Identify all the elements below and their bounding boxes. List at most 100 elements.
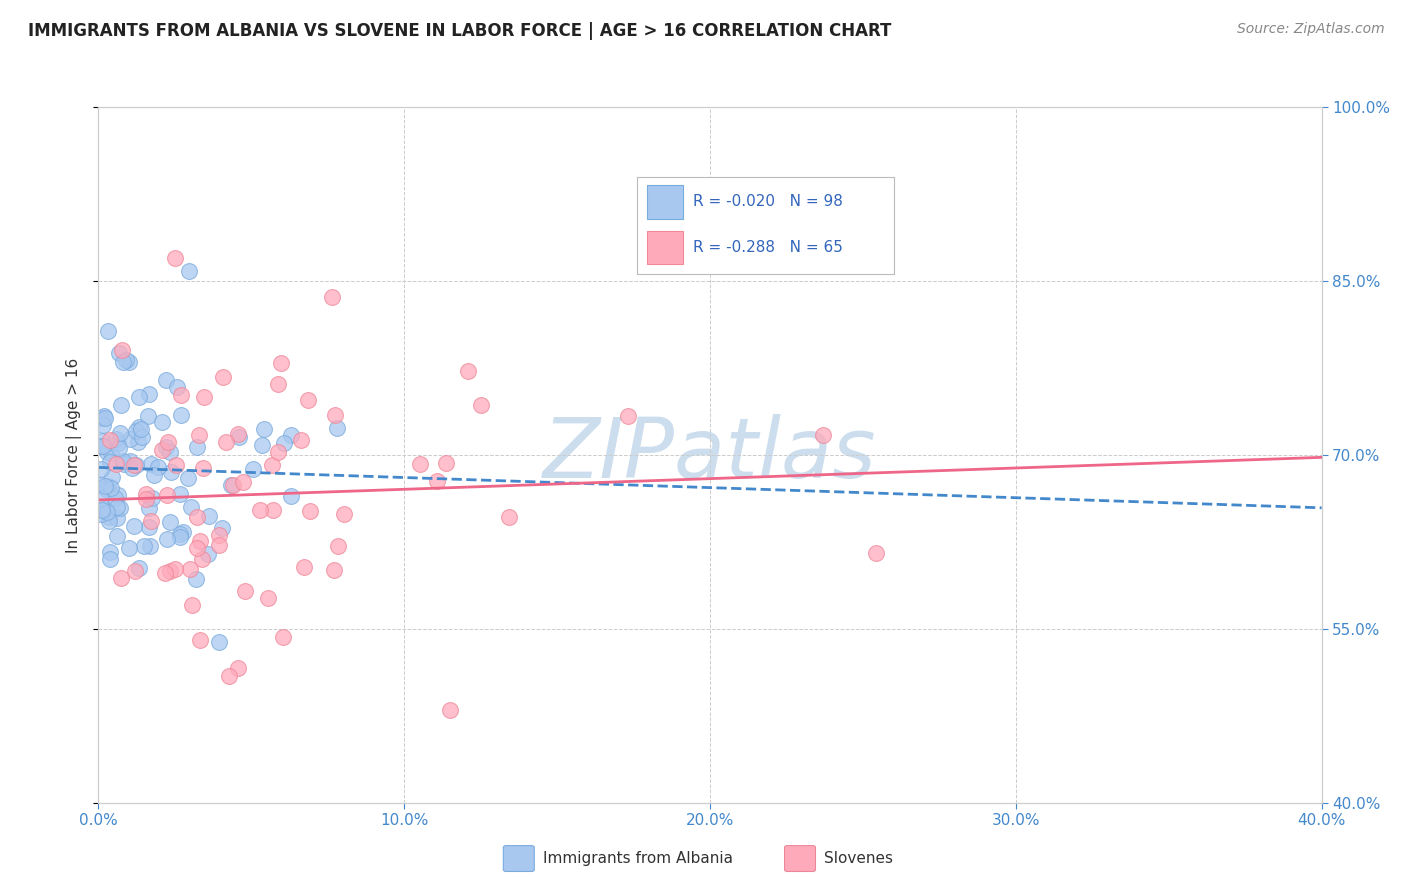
- Point: [111, 454, 134, 468]
- Point: [155, 440, 177, 454]
- Point: [865, 546, 887, 560]
- Point: [107, 435, 129, 450]
- Point: [197, 547, 219, 561]
- Point: [163, 251, 186, 265]
- Point: [128, 561, 150, 575]
- Point: [114, 352, 136, 367]
- Point: [98, 509, 121, 524]
- Text: IMMIGRANTS FROM ALBANIA VS SLOVENE IN LABOR FORCE | AGE > 16 CORRELATION CHART: IMMIGRANTS FROM ALBANIA VS SLOVENE IN LA…: [28, 22, 891, 40]
- Point: [166, 380, 188, 394]
- Point: [97, 515, 120, 529]
- Point: [208, 538, 231, 552]
- Point: [159, 515, 181, 529]
- Point: [90, 434, 112, 449]
- Point: [159, 444, 181, 458]
- Point: [198, 509, 221, 524]
- Point: [271, 630, 294, 644]
- Point: [813, 428, 835, 442]
- Point: [165, 458, 187, 473]
- Point: [242, 462, 264, 476]
- Point: [176, 471, 198, 485]
- Point: [110, 571, 132, 585]
- Point: [153, 566, 176, 580]
- Point: [98, 545, 121, 559]
- Point: [273, 436, 295, 450]
- Point: [172, 524, 194, 539]
- Point: [98, 433, 121, 447]
- Point: [180, 598, 202, 612]
- Text: Immigrants from Albania: Immigrants from Albania: [543, 851, 733, 866]
- Point: [125, 425, 148, 439]
- Point: [280, 428, 302, 442]
- Point: [94, 410, 117, 425]
- Point: [326, 539, 349, 553]
- Point: [267, 377, 290, 392]
- Point: [212, 369, 235, 384]
- Point: [124, 564, 146, 578]
- Point: [191, 460, 214, 475]
- Point: [143, 467, 166, 482]
- Point: [138, 501, 160, 516]
- Point: [91, 503, 114, 517]
- Point: [155, 374, 177, 388]
- Point: [100, 469, 122, 483]
- Point: [280, 489, 302, 503]
- Y-axis label: In Labor Force | Age > 16: In Labor Force | Age > 16: [66, 358, 83, 552]
- Point: [321, 290, 343, 304]
- Point: [90, 507, 112, 521]
- Text: Slovenes: Slovenes: [824, 851, 893, 866]
- Point: [193, 390, 215, 404]
- Point: [90, 410, 112, 425]
- Point: [138, 520, 160, 534]
- Point: [190, 534, 212, 549]
- Point: [90, 478, 112, 492]
- Point: [104, 432, 127, 446]
- Point: [150, 442, 173, 457]
- Point: [226, 660, 249, 674]
- Point: [122, 519, 145, 533]
- Point: [97, 479, 120, 493]
- Point: [160, 465, 183, 479]
- Point: [135, 487, 157, 501]
- Point: [250, 438, 273, 452]
- Point: [188, 428, 211, 442]
- Point: [91, 417, 114, 432]
- Point: [156, 488, 179, 502]
- Point: [111, 355, 134, 369]
- Point: [127, 435, 149, 450]
- Point: [426, 474, 449, 488]
- Point: [131, 422, 153, 436]
- Point: [169, 526, 191, 541]
- Point: [128, 420, 150, 434]
- Point: [232, 475, 254, 489]
- Point: [93, 502, 115, 516]
- Point: [169, 487, 191, 501]
- Point: [159, 564, 181, 578]
- Point: [184, 572, 207, 586]
- Point: [211, 521, 233, 535]
- Point: [98, 551, 121, 566]
- Point: [125, 458, 148, 472]
- Point: [294, 559, 316, 574]
- Point: [299, 504, 322, 518]
- Point: [112, 457, 135, 471]
- Point: [121, 460, 143, 475]
- Point: [253, 422, 276, 436]
- Point: [108, 441, 131, 455]
- Point: [260, 458, 283, 472]
- Point: [139, 457, 162, 471]
- Point: [617, 409, 640, 424]
- Point: [150, 415, 173, 429]
- Point: [94, 479, 117, 493]
- Point: [139, 539, 162, 553]
- Point: [219, 478, 242, 492]
- Point: [169, 530, 191, 544]
- Point: [138, 387, 160, 401]
- Point: [249, 502, 271, 516]
- Point: [108, 425, 131, 440]
- Point: [186, 541, 208, 555]
- Point: [323, 408, 346, 422]
- Point: [105, 529, 128, 543]
- Point: [136, 409, 159, 423]
- Point: [326, 421, 349, 435]
